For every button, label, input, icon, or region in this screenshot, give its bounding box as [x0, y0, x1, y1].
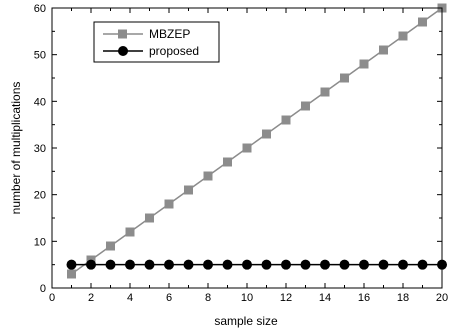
data-point-proposed	[398, 259, 408, 270]
axes	[51, 7, 443, 289]
x-tick-label: 20	[436, 292, 448, 304]
x-tick-label: 18	[397, 292, 409, 304]
legend: MBZEP proposed	[93, 21, 220, 63]
data-point-proposed	[86, 259, 96, 270]
data-point-mbzep	[203, 171, 213, 181]
data-point-proposed	[125, 259, 135, 270]
data-point-proposed	[105, 259, 116, 270]
y-axis-title: number of multiplications	[9, 82, 23, 215]
x-tick-label: 10	[241, 292, 253, 304]
data-point-mbzep	[67, 269, 76, 279]
data-point-proposed	[378, 259, 389, 270]
legend-item-mbzep: MBZEP	[103, 27, 190, 41]
data-point-proposed	[300, 259, 311, 270]
legend-marker-mbzep	[118, 29, 127, 39]
data-point-mbzep	[379, 45, 388, 55]
data-point-proposed	[242, 259, 252, 270]
series-mbzep	[67, 3, 447, 279]
data-point-mbzep	[184, 185, 193, 195]
data-point-mbzep	[359, 59, 369, 69]
data-point-proposed	[222, 259, 233, 270]
data-point-proposed	[359, 259, 369, 270]
tick-labels: 0 2 4 6 8 10 12 14 16 18 20 0 10 20 30 40 50 60	[34, 3, 448, 304]
x-tick-label: 16	[358, 292, 370, 304]
data-point-proposed	[203, 259, 213, 270]
data-point-mbzep	[106, 241, 115, 251]
y-tick-label: 20	[34, 190, 46, 202]
data-point-mbzep	[164, 199, 174, 209]
data-point-mbzep	[262, 129, 271, 139]
series-layer	[66, 3, 447, 279]
x-tick-label: 14	[319, 292, 331, 304]
y-tick-label: 10	[34, 236, 46, 248]
data-point-mbzep	[340, 73, 349, 83]
data-point-proposed	[183, 259, 194, 270]
data-point-proposed	[281, 259, 291, 270]
x-tick-label: 4	[127, 292, 133, 304]
x-tick-label: 12	[280, 292, 292, 304]
data-point-proposed	[261, 259, 272, 270]
data-point-mbzep	[242, 143, 252, 153]
x-tick-label: 2	[88, 292, 94, 304]
x-axis-title: sample size	[214, 314, 278, 328]
data-point-mbzep	[301, 101, 310, 111]
data-point-proposed	[164, 259, 174, 270]
data-point-mbzep	[281, 115, 291, 125]
data-point-mbzep	[320, 87, 330, 97]
legend-label-proposed: proposed	[149, 44, 199, 58]
data-point-mbzep	[145, 213, 154, 223]
data-point-proposed	[417, 259, 428, 270]
legend-marker-proposed	[118, 46, 128, 56]
x-tick-label: 8	[205, 292, 211, 304]
data-point-mbzep	[223, 157, 232, 167]
legend-item-proposed: proposed	[103, 44, 199, 58]
series-proposed	[66, 259, 447, 270]
y-tick-label: 60	[34, 3, 46, 15]
plot-area	[66, 3, 447, 279]
x-tick-label: 0	[49, 292, 55, 304]
y-tick-label: 50	[34, 50, 46, 62]
legend-label-mbzep: MBZEP	[149, 27, 190, 41]
data-point-mbzep	[125, 227, 135, 237]
data-point-proposed	[320, 259, 330, 270]
data-point-proposed	[339, 259, 350, 270]
y-tick-label: 30	[34, 143, 46, 155]
data-point-proposed	[144, 259, 155, 270]
data-point-proposed	[66, 259, 77, 270]
x-tick-label: 6	[166, 292, 172, 304]
legend-box	[93, 21, 220, 63]
y-tick-label: 0	[40, 283, 46, 295]
data-point-mbzep	[398, 31, 408, 41]
data-point-mbzep	[418, 17, 427, 27]
y-tick-label: 40	[34, 96, 46, 108]
